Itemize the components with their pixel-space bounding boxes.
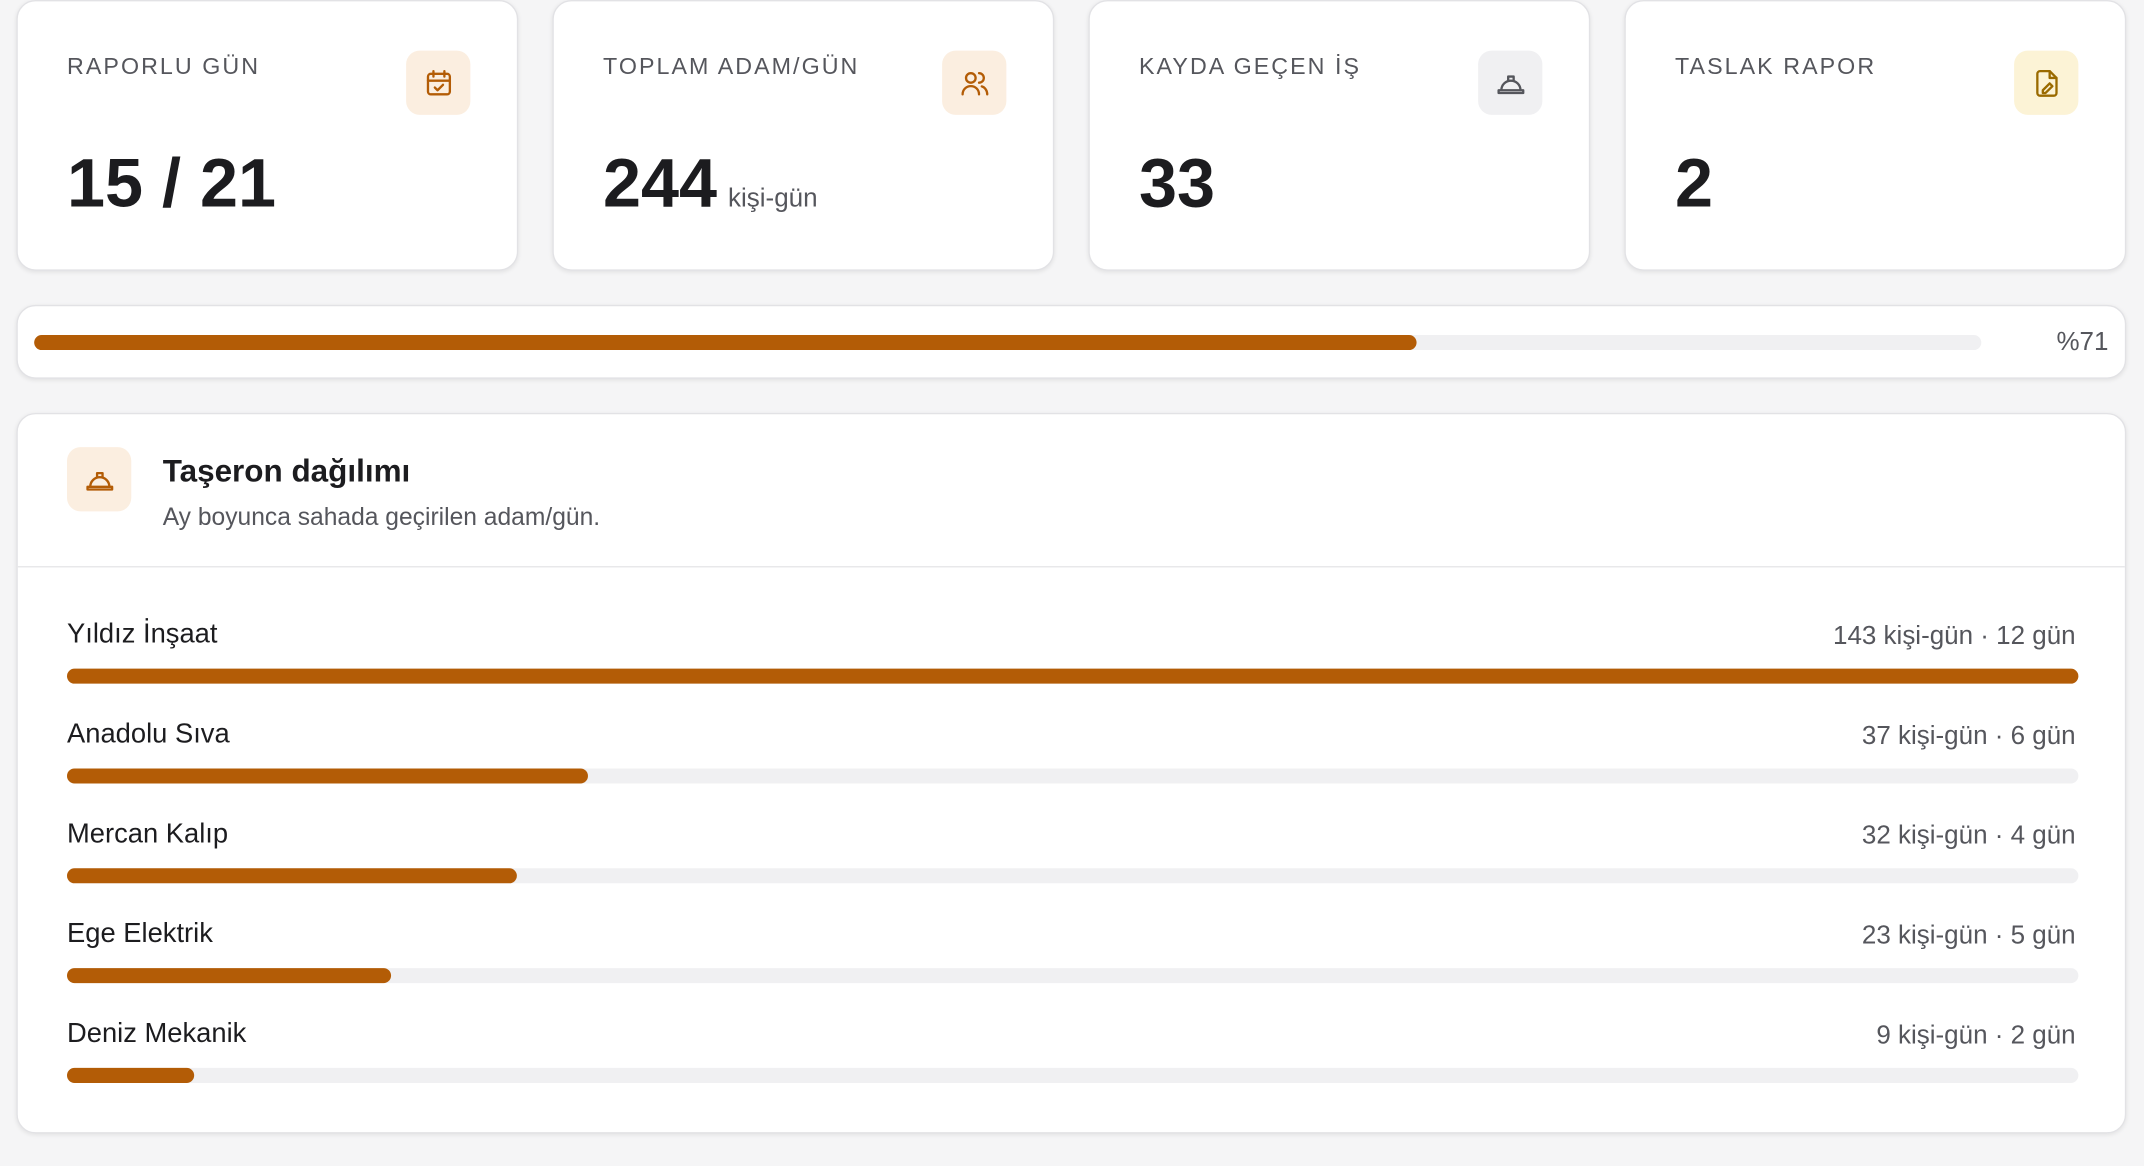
icon <box>406 50 471 115</box>
stat-card: KAYDA GEÇEN İŞ 33 <box>1088 0 1591 271</box>
progress-fill <box>34 335 1417 351</box>
subcontractor-total: 143 kişi-gün · 12 gün <box>1832 622 2076 651</box>
icon-glyph <box>426 69 451 95</box>
stat-label: KAYDA GEÇEN İŞ <box>1139 53 1362 80</box>
stat-unit: kişi-gün <box>728 184 818 214</box>
bar-track <box>67 1067 2079 1083</box>
stat-value: 2 <box>1675 144 1713 223</box>
icon-glyph <box>960 71 988 95</box>
icon-glyph <box>85 471 113 490</box>
subcontractor-name: Anadolu Sıva <box>67 719 230 750</box>
bar-track <box>67 868 2079 884</box>
stat-card: TOPLAM ADAM/GÜN 244 kişi-gün <box>552 0 1055 271</box>
progress-label: %71 <box>2056 328 2109 357</box>
icon <box>1478 50 1543 115</box>
icon-glyph <box>1496 74 1524 94</box>
section-title: Taşeron dağılımı <box>162 452 411 489</box>
stat-card: RAPORLU GÜN 15 / 21 <box>16 0 519 271</box>
subcontractor-name: Mercan Kalıp <box>67 819 229 850</box>
icon-glyph <box>2035 69 2057 97</box>
stat-label: TOPLAM ADAM/GÜN <box>603 53 860 80</box>
bar <box>67 1067 194 1083</box>
bar-track <box>67 968 2079 984</box>
stat-number: 15 / 21 <box>67 144 277 222</box>
bar-track <box>67 668 2079 684</box>
stat-number: 33 <box>1139 144 1216 222</box>
stat-value: 33 <box>1139 144 1215 223</box>
icon <box>2014 50 2079 115</box>
progress-card: %71 <box>16 304 2127 379</box>
divider <box>17 566 2125 568</box>
stat-label: RAPORLU GÜN <box>67 53 261 80</box>
stat-value: 244 kişi-gün <box>603 144 818 223</box>
breakdown-card: Taşeron dağılımı Ay boyunca sahada geçiri… <box>16 412 2127 1134</box>
subcontractor-total: 9 kişi-gün · 2 gün <box>1876 1021 2076 1051</box>
stat-number: 244 <box>603 144 718 222</box>
stat-card: TASLAK RAPOR 2 <box>1624 0 2127 271</box>
bar <box>67 868 518 884</box>
icon <box>67 447 132 512</box>
section-subtitle: Ay boyunca sahada geçirilen adam/gün. <box>162 503 601 531</box>
icon <box>942 50 1007 115</box>
subcontractor-total: 37 kişi-gün · 6 gün <box>1861 721 2076 751</box>
progress-track <box>34 335 1982 351</box>
stat-value: 15 / 21 <box>67 144 276 223</box>
subcontractor-name: Deniz Mekanik <box>67 1018 247 1049</box>
bar <box>67 768 588 784</box>
stat-label: TASLAK RAPOR <box>1675 53 1877 80</box>
subcontractor-name: Ege Elektrik <box>67 918 213 949</box>
bar <box>67 968 391 984</box>
subcontractor-total: 23 kişi-gün · 5 gün <box>1861 921 2076 951</box>
subcontractor-total: 32 kişi-gün · 4 gün <box>1861 821 2076 851</box>
subcontractor-name: Yıldız İnşaat <box>67 619 218 650</box>
bar <box>67 668 2079 684</box>
stat-number: 2 <box>1675 144 1714 222</box>
bar-track <box>67 768 2079 784</box>
